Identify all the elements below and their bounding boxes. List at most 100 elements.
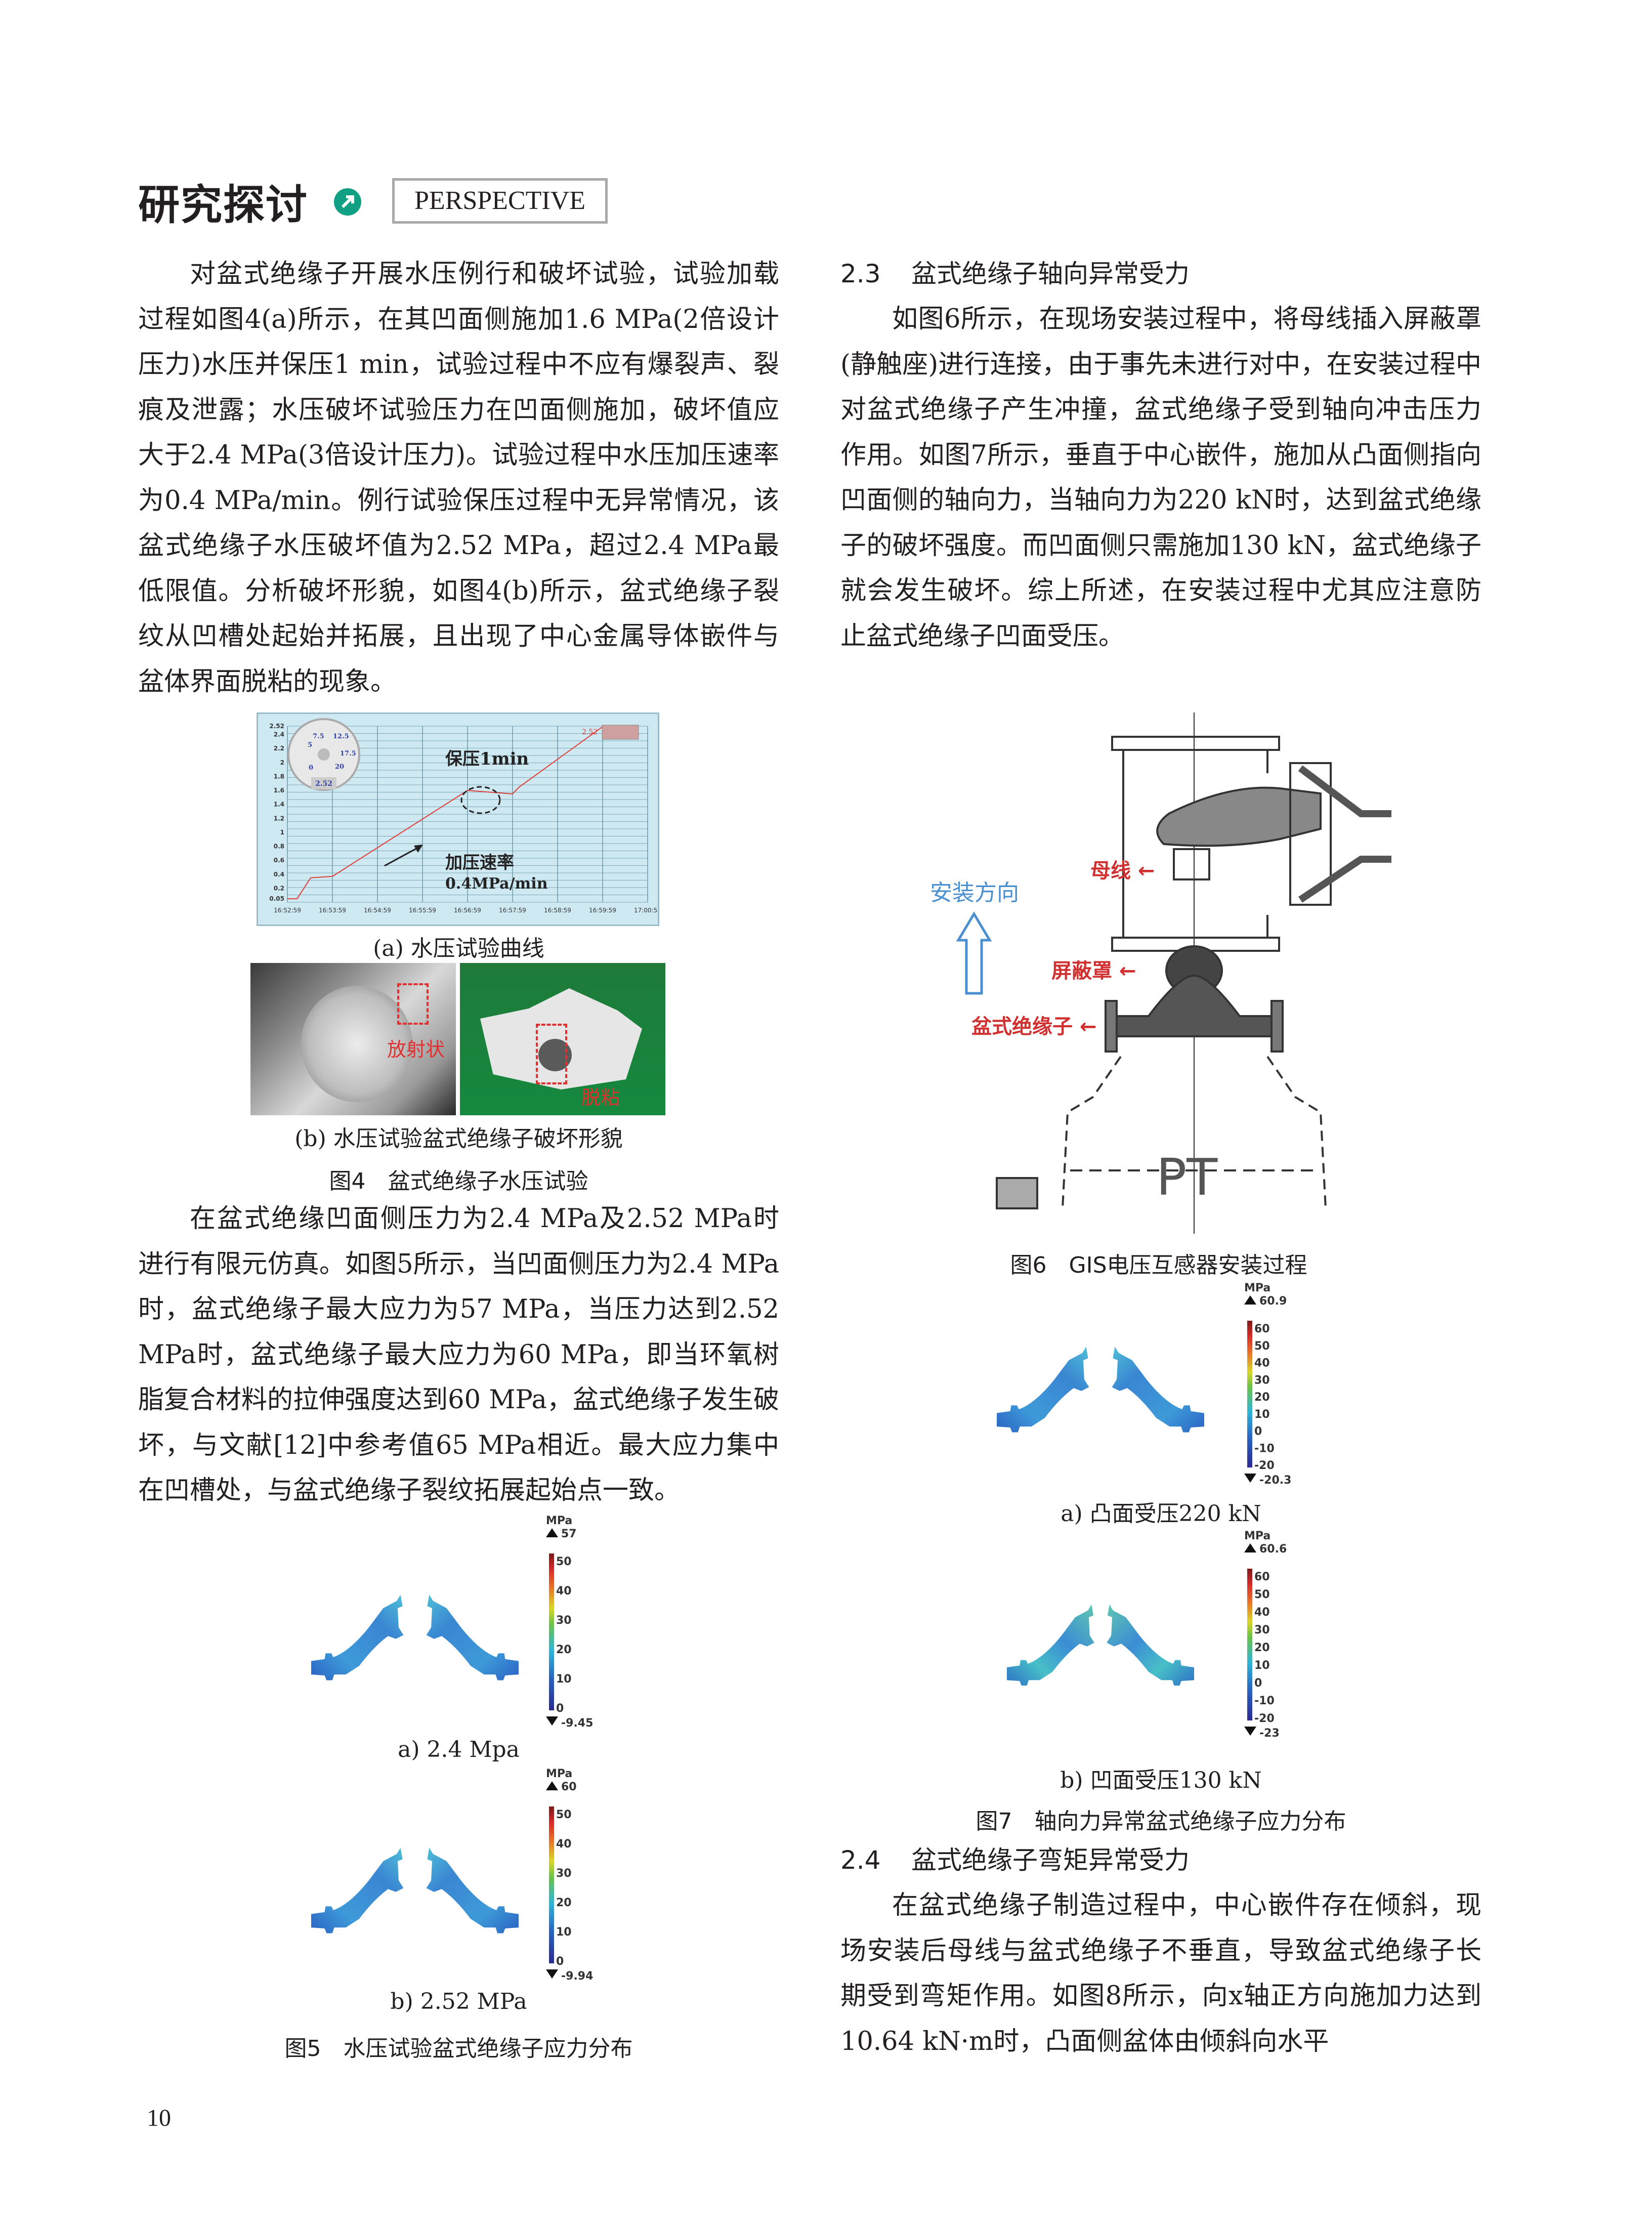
colorbar-max: 57: [561, 1528, 577, 1540]
busbar-conductor: [1156, 786, 1322, 847]
figure-6-diagram: 安装方向 母线 ← 屏蔽罩 ← 盆式绝缘子 ← PT: [926, 712, 1391, 1234]
y-tick-label: 0.4: [274, 871, 284, 878]
insulator-left-section: [311, 1847, 404, 1934]
gauge-tick: 12.5: [333, 733, 349, 740]
min-triangle-icon: [1244, 1727, 1256, 1736]
colorbar-tick: 10: [1254, 1408, 1270, 1421]
colorbar-tick: 0: [556, 1955, 564, 1968]
colorbar-tick: 40: [556, 1838, 572, 1851]
y-tick-label: 1.6: [274, 787, 284, 794]
colorbar-tick: 40: [1254, 1357, 1270, 1370]
figure-5b-caption: b) 2.52 MPa: [390, 1989, 527, 2014]
figure-7a-caption: a) 凸面受压220 kN: [1061, 1501, 1261, 1527]
colorbar-tick: 20: [556, 1644, 572, 1656]
colorbar-unit: MPa: [546, 1768, 572, 1780]
colorbar-tick: 0: [1254, 1677, 1262, 1690]
y-tick-label: 0.05: [269, 895, 284, 902]
flange-right: [1289, 762, 1332, 906]
min-triangle-icon: [1244, 1474, 1256, 1483]
colorbar-min: -9.45: [561, 1717, 593, 1730]
figure-5-title: 图5 水压试验盆式绝缘子应力分布: [284, 2036, 633, 2062]
colorbar-tick: 30: [556, 1614, 572, 1627]
figure-7a-stress-plot: MPa 60.9 60 50 40 30 20 10 0 -10 -20 -20.3: [994, 1280, 1318, 1493]
y-tick-label: 1.2: [274, 815, 284, 822]
colorbar-max: 60.9: [1259, 1295, 1287, 1308]
colorbar-unit: MPa: [1244, 1282, 1270, 1294]
colorbar-tick: 40: [1254, 1606, 1270, 1619]
colorbar-tick: 10: [1254, 1659, 1270, 1672]
figure-7-title: 图7 轴向力异常盆式绝缘子应力分布: [976, 1809, 1346, 1834]
left-paragraph-1: 对盆式绝缘子开展水压例行和破坏试验，试验加载过程如图4(a)所示，在其凹面侧施加…: [138, 251, 779, 704]
label-shield: 屏蔽罩 ←: [1051, 959, 1136, 983]
insulator-right-section: [1112, 1347, 1204, 1433]
x-tick-label: 16:59:59: [589, 907, 616, 914]
colorbar-tick: 30: [1254, 1624, 1270, 1636]
y-tick-label: 2.4: [274, 731, 284, 738]
colorbar-max: 60.6: [1259, 1543, 1287, 1556]
y-tick-label: 2: [280, 759, 284, 766]
colorbar-min: -23: [1259, 1727, 1280, 1740]
label-busbar: 母线 ←: [1090, 859, 1155, 883]
annotation-rate: 加压速率: [445, 853, 514, 873]
colorbar-tick: 0: [1254, 1425, 1262, 1438]
figure-5b-stress-plot: MPa 60 50 40 30 20 10 0 -9.94: [306, 1766, 620, 1989]
x-tick-label: 16:57:59: [499, 907, 526, 914]
gauge-tick: 0: [309, 764, 313, 772]
gauge-tick: 5: [308, 741, 312, 749]
label-debond: 脱粘: [581, 1086, 620, 1109]
gauge-readout: 2.52: [315, 780, 332, 788]
gauge-hub: [318, 748, 330, 761]
insulator-right-section: [426, 1594, 519, 1681]
colorbar: [1247, 1569, 1252, 1720]
insulator-right-section: [426, 1847, 519, 1934]
paragraph: 在盆式绝缘凹面侧压力为2.4 MPa及2.52 MPa时进行有限元仿真。如图5所…: [138, 1204, 779, 1505]
page-number: 10: [147, 2105, 171, 2131]
y-tick-label: 0.8: [274, 843, 284, 850]
max-triangle-icon: [1244, 1543, 1256, 1552]
figure-5a-stress-plot: MPa 57 50 40 30 20 10 0 -9.45: [306, 1513, 620, 1736]
colorbar-unit: MPa: [546, 1515, 572, 1527]
section-title: 研究探讨: [138, 181, 309, 229]
current-value: 2.52: [582, 728, 598, 736]
hold-highlight: [460, 786, 501, 814]
colorbar-min: -20.3: [1259, 1474, 1291, 1487]
x-tick-label: 17:00:59: [634, 907, 658, 914]
photo-broken-insulator-radial: 放射状: [250, 963, 456, 1115]
paragraph: 如图6所示，在现场安装过程中，将母线插入屏蔽罩(静触座)进行连接，由于事先未进行…: [840, 304, 1481, 651]
colorbar-tick: -20: [1254, 1712, 1275, 1725]
arrow-up-right-icon: [334, 188, 361, 216]
section-en-label: PERSPECTIVE: [392, 178, 608, 224]
left-paragraph-2: 在盆式绝缘凹面侧压力为2.4 MPa及2.52 MPa时进行有限元仿真。如图5所…: [138, 1196, 779, 1514]
annotation-hold: 保压1min: [445, 749, 529, 769]
colorbar-tick: 60: [1254, 1323, 1270, 1335]
colorbar-tick: 10: [556, 1673, 572, 1686]
photo-broken-insulator-debond: 脱粘: [460, 963, 665, 1115]
arrowhead-icon: [414, 845, 423, 853]
y-tick-label: 0.2: [274, 885, 284, 892]
basin-insulator: [1112, 974, 1276, 1037]
insulator-right-section: [1107, 1604, 1194, 1686]
x-tick-label: 16:54:59: [364, 907, 391, 914]
x-tick-label: 16:53:59: [319, 907, 346, 914]
colorbar: [549, 1807, 554, 1963]
figure-7b-caption: b) 凹面受压130 kN: [1060, 1768, 1262, 1793]
colorbar-tick: 30: [556, 1867, 572, 1880]
colorbar-tick: 20: [1254, 1642, 1270, 1654]
y-tick-label: 2.52: [269, 723, 284, 730]
colorbar-tick: 20: [556, 1897, 572, 1909]
max-triangle-icon: [546, 1781, 558, 1790]
colorbar: [1247, 1321, 1252, 1467]
arrow-up-icon: [956, 910, 992, 996]
label-install-direction: 安装方向: [930, 880, 1019, 906]
heading-2-3: 2.3 盆式绝缘子轴向异常受力: [840, 259, 1190, 288]
colorbar: [549, 1553, 554, 1710]
x-tick-label: 16:52:59: [274, 907, 301, 914]
gauge-tick: 7.5: [313, 733, 324, 740]
pressure-line: [287, 726, 604, 900]
paragraph: 对盆式绝缘子开展水压例行和破坏试验，试验加载过程如图4(a)所示，在其凹面侧施加…: [138, 259, 779, 697]
flange-top: [1111, 736, 1280, 751]
colorbar-tick: 50: [1254, 1340, 1270, 1353]
min-triangle-icon: [546, 1969, 558, 1979]
colorbar-tick: 10: [556, 1926, 572, 1939]
colorbar-min: -9.94: [561, 1970, 593, 1983]
